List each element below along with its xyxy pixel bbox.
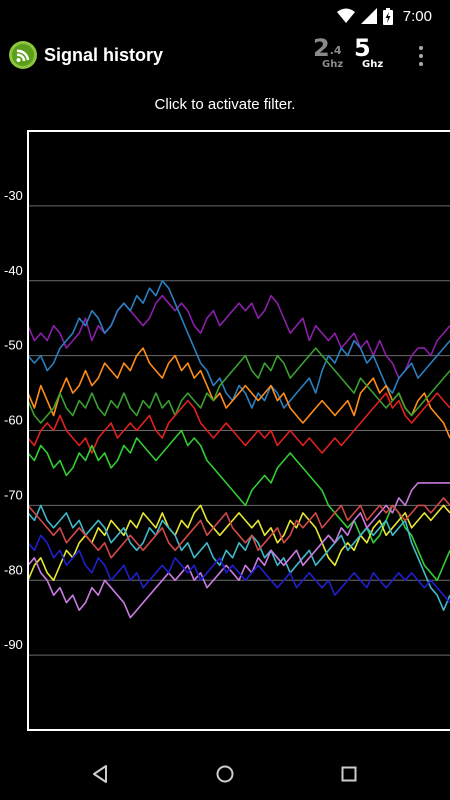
- back-icon[interactable]: [92, 765, 108, 783]
- signal-series-line[interactable]: [27, 429, 450, 582]
- recents-icon[interactable]: [341, 766, 357, 782]
- home-icon[interactable]: [216, 765, 234, 783]
- band-24-main: 2: [313, 34, 330, 62]
- band-5-unit: Ghz: [362, 59, 384, 70]
- chart-frame: [27, 130, 450, 731]
- overflow-menu-button[interactable]: [413, 40, 429, 72]
- signal-series-line[interactable]: [27, 280, 450, 409]
- band-24ghz-button[interactable]: 2.4 Ghz: [313, 34, 343, 70]
- y-tick-label: -30: [4, 188, 23, 203]
- signal-series-line[interactable]: [27, 534, 450, 604]
- navigation-bar: [0, 748, 450, 800]
- y-tick-label: -60: [4, 413, 23, 428]
- status-icons: 7:00: [336, 6, 432, 26]
- y-tick-label: -80: [4, 562, 23, 577]
- band-24-unit: Ghz: [322, 59, 344, 70]
- app-logo-icon[interactable]: [8, 40, 38, 70]
- clock: 7:00: [402, 7, 432, 25]
- y-tick-label: -40: [4, 263, 23, 278]
- app-title: Signal history: [44, 45, 164, 65]
- app-bar: Signal history 2.4 Ghz 5 Ghz: [0, 32, 450, 80]
- battery-charging-icon: [382, 7, 393, 25]
- signal-series-line[interactable]: [27, 482, 450, 619]
- cell-signal-icon: [360, 8, 377, 24]
- filter-hint[interactable]: Click to activate filter.: [154, 96, 296, 113]
- signal-series-line[interactable]: [27, 347, 450, 439]
- signal-series-line[interactable]: [27, 392, 450, 454]
- status-bar: 7:00: [0, 0, 450, 32]
- signal-series-line[interactable]: [27, 294, 450, 379]
- band-5-main: 5: [354, 34, 371, 62]
- y-tick-label: -50: [4, 338, 23, 353]
- signal-series-line[interactable]: [27, 504, 450, 582]
- menu-dot-icon: [419, 46, 423, 50]
- wifi-icon: [336, 8, 355, 23]
- menu-dot-icon: [419, 54, 423, 58]
- y-tick-label: -90: [4, 637, 23, 652]
- band-5ghz-button[interactable]: 5 Ghz: [354, 34, 383, 70]
- menu-dot-icon: [419, 62, 423, 66]
- y-tick-label: -70: [4, 487, 23, 502]
- signal-series-line[interactable]: [27, 497, 450, 559]
- band-24-sub: .4: [329, 44, 342, 57]
- signal-series-line[interactable]: [27, 504, 450, 612]
- signal-history-chart[interactable]: -30 -40 -50 -60 -70 -80 -90: [0, 125, 450, 740]
